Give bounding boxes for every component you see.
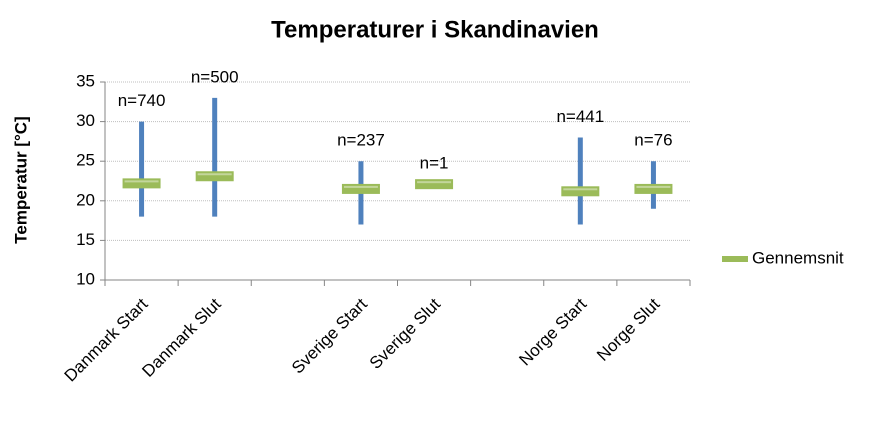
x-tick-label: Norge Start bbox=[515, 294, 590, 369]
x-tick-label: Sverige Slut bbox=[366, 294, 444, 372]
n-label: n=237 bbox=[337, 131, 385, 150]
mean-marker bbox=[341, 183, 380, 194]
mean-marker bbox=[634, 183, 673, 194]
mean-highlight bbox=[636, 185, 671, 188]
x-tick-label: Sverige Start bbox=[288, 294, 371, 377]
y-tick-label: 15 bbox=[76, 230, 95, 249]
legend-swatch bbox=[722, 256, 748, 262]
y-tick-label: 10 bbox=[76, 269, 95, 288]
y-axis-title: Temperatur [°C] bbox=[11, 116, 30, 243]
n-label: n=500 bbox=[191, 67, 239, 86]
n-label: n=1 bbox=[420, 154, 449, 173]
mean-highlight bbox=[124, 180, 159, 183]
mean-marker bbox=[195, 171, 234, 182]
y-tick-label: 35 bbox=[76, 71, 95, 90]
y-tick-label: 20 bbox=[76, 190, 95, 209]
chart-title: Temperaturer i Skandinavien bbox=[271, 16, 599, 43]
mean-marker bbox=[122, 178, 161, 189]
mean-highlight bbox=[197, 173, 232, 176]
x-tick-label: Danmark Start bbox=[61, 294, 152, 385]
n-label: n=441 bbox=[556, 107, 604, 126]
y-tick-label: 25 bbox=[76, 151, 95, 170]
y-tick-label: 30 bbox=[76, 111, 95, 130]
legend-label: Gennemsnit bbox=[752, 248, 844, 267]
mean-highlight bbox=[563, 188, 598, 191]
mean-highlight bbox=[343, 185, 378, 188]
mean-highlight bbox=[417, 181, 452, 184]
n-label: n=740 bbox=[118, 91, 166, 110]
n-label: n=76 bbox=[634, 131, 672, 150]
mean-marker bbox=[415, 179, 454, 190]
x-tick-label: Danmark Slut bbox=[138, 294, 224, 380]
mean-marker bbox=[561, 186, 600, 197]
x-tick-label: Norge Slut bbox=[593, 294, 663, 364]
